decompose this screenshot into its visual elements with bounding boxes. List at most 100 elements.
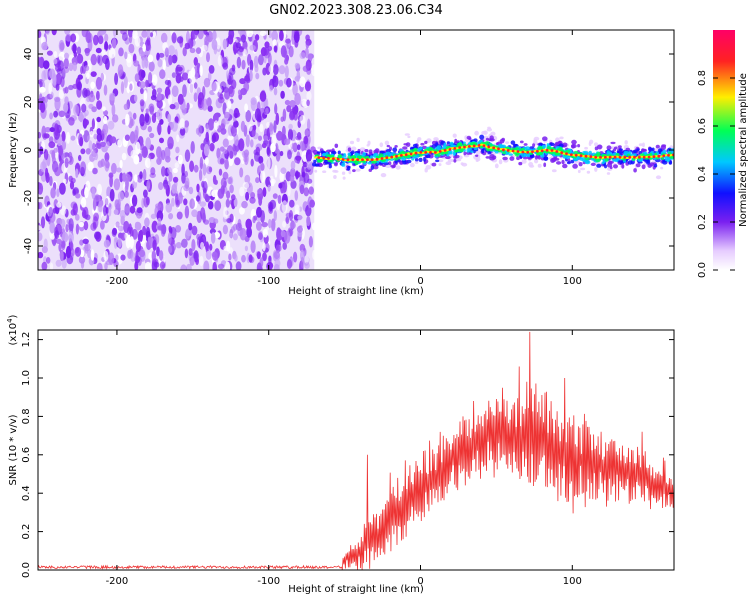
signal-peak-pixel bbox=[604, 155, 607, 159]
noise-speckle bbox=[241, 200, 248, 209]
signal-pixel bbox=[435, 159, 440, 163]
noise-speckle bbox=[171, 183, 177, 194]
noise-speckle bbox=[112, 30, 117, 37]
noise-speckle bbox=[42, 60, 50, 70]
signal-pixel bbox=[636, 148, 640, 152]
signal-peak-pixel bbox=[662, 154, 666, 158]
noise-speckle bbox=[248, 124, 253, 132]
noise-speckle bbox=[55, 259, 62, 267]
noise-speckle bbox=[199, 156, 204, 170]
y-tick-label: 0.6 bbox=[21, 447, 32, 463]
noise-speckle bbox=[304, 254, 310, 264]
noise-speckle bbox=[39, 93, 43, 102]
noise-speckle bbox=[103, 205, 107, 217]
noise-speckle bbox=[121, 152, 127, 161]
noise-speckle bbox=[77, 81, 82, 91]
noise-speckle bbox=[277, 194, 282, 204]
signal-pixel bbox=[562, 163, 568, 169]
signal-pixel bbox=[502, 151, 506, 155]
noise-speckle bbox=[61, 140, 67, 150]
noise-speckle bbox=[183, 198, 188, 206]
noise-speckle bbox=[258, 54, 264, 66]
noise-speckle bbox=[139, 171, 143, 180]
noise-speckle bbox=[175, 146, 180, 154]
noise-speckle bbox=[175, 225, 182, 233]
y-tick-label: 0.8 bbox=[21, 408, 32, 424]
noise-speckle bbox=[290, 160, 296, 170]
noise-speckle bbox=[124, 190, 129, 198]
snr-x-axis-label: Height of straight line (km) bbox=[288, 584, 424, 595]
noise-speckle bbox=[174, 162, 179, 169]
noise-speckle bbox=[54, 96, 61, 103]
noise-speckle bbox=[229, 67, 236, 76]
noise-speckles bbox=[38, 30, 317, 270]
signal-pixel bbox=[487, 126, 491, 129]
noise-speckle bbox=[268, 123, 274, 135]
signal-peak-pixel bbox=[482, 144, 486, 148]
signal-pixel bbox=[509, 156, 515, 161]
noise-speckle bbox=[96, 100, 103, 110]
noise-speckle bbox=[171, 121, 178, 132]
signal-pixel bbox=[454, 149, 459, 153]
y-tick-label: -40 bbox=[23, 238, 34, 254]
signal-pixel bbox=[370, 165, 374, 170]
noise-speckle bbox=[101, 145, 108, 153]
noise-speckle bbox=[288, 210, 294, 222]
noise-speckle bbox=[68, 218, 74, 232]
noise-speckle bbox=[88, 103, 94, 109]
noise-speckle bbox=[191, 209, 198, 218]
noise-speckle bbox=[239, 78, 246, 85]
noise-speckle bbox=[84, 48, 90, 57]
noise-speckle bbox=[250, 99, 258, 112]
noise-speckle bbox=[169, 103, 176, 110]
noise-speckle bbox=[83, 89, 91, 97]
noise-speckle bbox=[270, 180, 275, 187]
noise-speckle bbox=[299, 114, 306, 125]
noise-speckle bbox=[250, 139, 254, 148]
noise-speckle bbox=[272, 193, 278, 199]
signal-pixel bbox=[334, 170, 339, 173]
signal-pixel bbox=[385, 164, 391, 168]
noise-speckle bbox=[96, 90, 100, 101]
noise-speckle bbox=[45, 30, 50, 35]
signal-pixel bbox=[436, 145, 442, 149]
noise-speckle bbox=[108, 47, 116, 59]
colorbar-tick-label: 0.8 bbox=[697, 70, 708, 86]
signal-pixel bbox=[431, 162, 437, 167]
noise-speckle bbox=[43, 149, 49, 161]
noise-speckle bbox=[130, 252, 136, 262]
noise-speckle bbox=[258, 135, 262, 141]
signal-pixel bbox=[460, 162, 464, 166]
noise-speckle bbox=[48, 206, 54, 219]
noise-speckle bbox=[199, 201, 207, 208]
noise-speckle bbox=[241, 254, 246, 263]
signal-pixel bbox=[325, 154, 332, 157]
noise-speckle bbox=[132, 180, 138, 189]
noise-speckle bbox=[140, 87, 144, 95]
signal-pixel bbox=[378, 153, 384, 158]
noise-speckle bbox=[125, 177, 129, 190]
noise-speckle bbox=[189, 198, 195, 209]
noise-speckle bbox=[49, 127, 55, 133]
noise-speckle bbox=[256, 188, 262, 194]
signal-pixel bbox=[521, 152, 526, 158]
noise-speckle bbox=[218, 168, 223, 176]
colorbar-tick-label: 0.4 bbox=[697, 166, 708, 182]
noise-speckle bbox=[284, 99, 291, 106]
signal-pixel bbox=[359, 147, 366, 152]
signal-pixel bbox=[589, 139, 594, 144]
noise-speckle bbox=[300, 256, 304, 269]
spectrogram-content bbox=[38, 30, 674, 270]
noise-speckle bbox=[289, 175, 295, 183]
signal-pixel bbox=[355, 168, 361, 172]
noise-speckle bbox=[171, 242, 176, 252]
noise-speckle bbox=[274, 103, 278, 115]
noise-speckle bbox=[304, 128, 311, 138]
noise-speckle bbox=[100, 141, 106, 147]
signal-peak-pixel bbox=[332, 157, 335, 161]
noise-speckle bbox=[217, 54, 223, 67]
noise-speckle bbox=[123, 103, 129, 111]
noise-speckle bbox=[148, 61, 155, 72]
noise-speckle bbox=[123, 76, 128, 89]
noise-speckle bbox=[280, 167, 287, 174]
